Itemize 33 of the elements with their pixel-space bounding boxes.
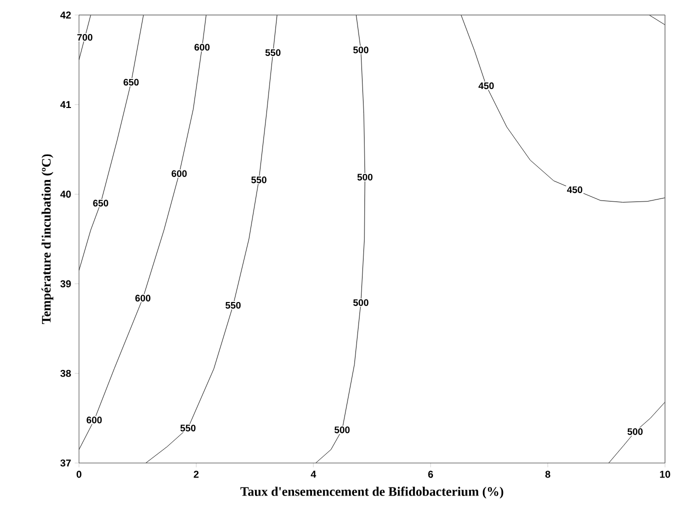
- annotation: 500: [334, 426, 350, 434]
- x-tick-label: 4: [310, 470, 316, 478]
- annotation: 450: [478, 82, 494, 90]
- annotation: 450: [567, 186, 582, 194]
- x-tick-label: 2: [194, 470, 199, 478]
- y-tick-label: 38: [60, 370, 71, 377]
- x-axis-title: Taux d'ensemencement de Bifidobacterium (%): [240, 486, 504, 499]
- annotation: 550: [265, 49, 280, 56]
- annotation: 600: [135, 294, 150, 302]
- annotation: 650: [124, 78, 139, 86]
- y-tick-label: 41: [60, 101, 71, 108]
- y-axis-title: Température d'incubation (ºC): [42, 154, 54, 324]
- line-series: [460, 14, 666, 203]
- y-tick-label: 39: [60, 280, 71, 288]
- annotation: 500: [357, 174, 372, 181]
- annotation: 550: [180, 424, 196, 432]
- annotation: 600: [194, 44, 210, 51]
- y-tick-label: 42: [60, 12, 71, 18]
- annotation: 500: [353, 46, 368, 54]
- annotation: 600: [172, 170, 187, 177]
- y-tick-label: 37: [60, 459, 71, 467]
- x-tick-label: 0: [76, 470, 82, 478]
- x-tick-label: 10: [660, 470, 670, 478]
- annotation: 650: [93, 200, 108, 207]
- annotation: 500: [628, 428, 643, 435]
- y-tick-label: 40: [60, 190, 71, 198]
- annotation: 700: [77, 34, 92, 41]
- annotation: 550: [251, 176, 266, 184]
- x-tick-label: 6: [428, 470, 434, 478]
- x-tick-label: 8: [545, 470, 550, 478]
- annotation: 500: [353, 299, 368, 306]
- annotation: 600: [86, 416, 102, 424]
- annotation: 550: [226, 302, 241, 309]
